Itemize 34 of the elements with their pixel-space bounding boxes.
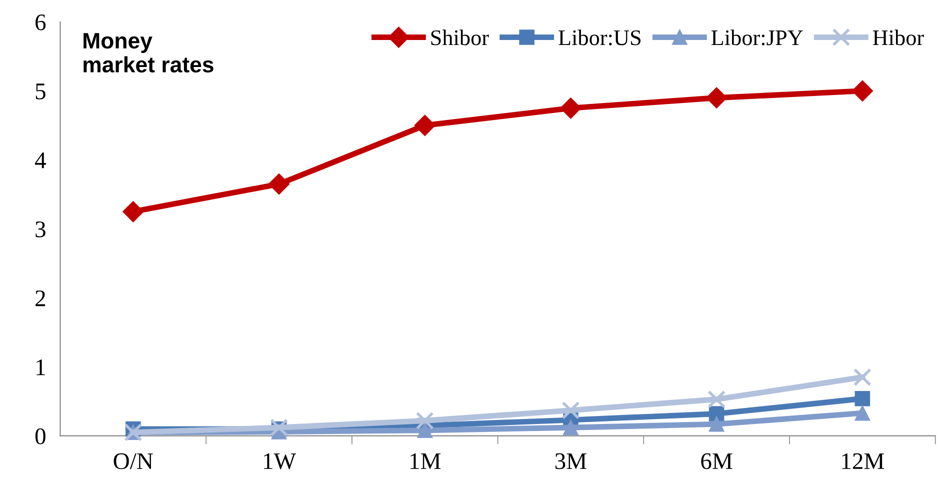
x-tick-label: O/N: [114, 453, 153, 470]
point: [853, 368, 872, 386]
point: [414, 114, 436, 136]
legend-label: Libor:US: [558, 30, 641, 46]
point: [708, 416, 724, 432]
point: [416, 412, 434, 430]
point: [708, 390, 726, 408]
legend-label: Hibor: [872, 30, 924, 46]
point: [268, 174, 290, 195]
x-tick-label: 1M: [410, 453, 441, 469]
y-tick-label: 4: [34, 152, 46, 168]
x-tick-label: 3M: [555, 453, 586, 470]
y-tick-label: 0: [35, 428, 46, 444]
x-tick-label: 6M: [701, 453, 732, 470]
x-tick-label: 1W: [264, 453, 296, 470]
point: [122, 201, 144, 222]
y-tick-label: 5: [36, 84, 46, 100]
y-tick-label: 2: [36, 290, 46, 306]
point: [560, 98, 582, 119]
point: [562, 401, 580, 420]
point: [854, 390, 870, 406]
text: Money market rates: [84, 33, 214, 73]
point: [563, 420, 578, 436]
y-tick-label: 3: [36, 221, 46, 238]
point: [708, 406, 724, 422]
y-tick-label: 1: [36, 359, 45, 376]
legend-label: Shibor: [431, 30, 489, 46]
point: [852, 80, 873, 102]
point: [270, 418, 288, 437]
point: [417, 422, 432, 438]
y-tick-label: 6: [36, 14, 46, 30]
x-tick-label: 12M: [842, 453, 884, 469]
legend-label: Libor:JPY: [711, 30, 803, 46]
point: [854, 405, 870, 421]
